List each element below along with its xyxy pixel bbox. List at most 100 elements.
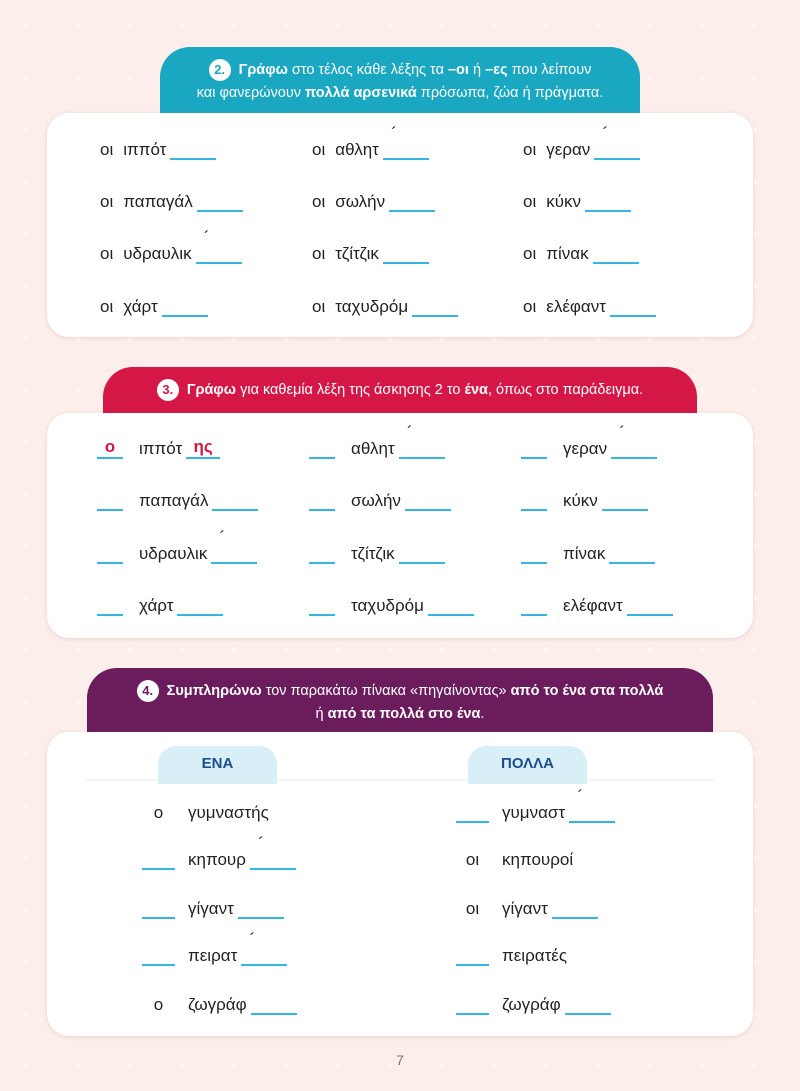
article: οι [312,297,326,316]
ending-blank [398,437,445,459]
article-blank [521,437,547,459]
instruction-text: –ες [485,62,508,78]
article-blank [521,542,547,564]
word: ταχυδρόμ [351,596,424,616]
word-item: οι κηπουροί [456,846,573,870]
article: οι [100,192,114,211]
word: πειρατ ´ [188,930,255,966]
ending-blank [427,594,474,616]
instruction-line: ή από τα πολλά στο ένα. [87,703,713,726]
word-stem: τζίτζικ [335,244,379,263]
word-stem: υδραυλικ [139,544,208,563]
instruction-text: τον παρακάτω πίνακα «πηγαίνοντας» [261,683,511,699]
word: τζίτζικ [351,544,395,564]
instruction-text: που λείπουν [507,62,592,78]
exercise-number: 4. [136,680,159,703]
word-item: πειρατές [456,942,567,966]
article-blank [456,801,489,823]
instruction-text: Γράφω [186,382,237,398]
word: γυμναστής [188,803,269,823]
word-item: κύκν [521,487,648,511]
article-blank [456,944,489,966]
article: ο [153,995,164,1014]
word-item: οι γίγαντ [456,895,598,919]
accent-mark: ´ [203,228,210,247]
word: γεραν ´ [563,423,625,459]
instruction-line: 3. Γράφω για καθεμία λέξη της άσκησης 2 τ… [103,379,697,402]
word-item: οι υδραυλικ ´ [100,228,242,264]
article-blank [456,993,489,1015]
word-stem: ταχυδρόμ [351,596,424,615]
word-stem: υδραυλικ [123,244,192,263]
word: ταχυδρόμ [335,297,408,317]
word-item: γεραν ´ [521,423,658,459]
ending-blank [626,594,673,616]
ending-blank [382,138,429,160]
word: παπαγάλ [123,192,192,212]
article-blank [309,542,335,564]
instruction-line: 2. Γράφω στο τέλος κάθε λέξης τα –οι ή –ε… [160,59,640,82]
word: τζίτζικ [335,244,379,264]
word-item: υδραυλικ ´ [97,528,258,564]
instruction-line: 4. Συμπληρώνω τον παρακάτω πίνακα «πηγαίν… [87,680,713,703]
word: γυμναστ ´ [502,787,583,823]
word-item: οι αθλητ ´ [312,124,429,160]
instruction-line: και φανερώνουν πολλά αρσενικά πρόσωπα, ζ… [160,82,640,105]
word-stem: πίνακ [546,244,589,263]
ending-blank [551,897,598,919]
word-item: ο ιππότ ης [97,435,221,459]
word-stem: γυμναστής [188,803,269,822]
word-item: οι κύκν [523,188,632,212]
page-number: 7 [396,1052,404,1068]
article: οι [312,192,326,211]
article: οι [465,899,480,918]
ending-blank [237,897,284,919]
ending-blank [609,542,656,564]
article-blank [142,944,175,966]
instruction-text: πολλά αρσενικά [305,85,417,101]
word-item: οι ιππότ [100,136,217,160]
word-stem: πίνακ [563,544,606,563]
word-item: πειρατ ´ [142,930,288,966]
instruction-text: και φανερώνουν [196,85,306,101]
word: κηπουρ ´ [188,834,264,870]
article-blank [309,437,335,459]
word-stem: γίγαντ [188,899,234,918]
article-blank [309,594,335,616]
word-stem: γίγαντ [502,899,548,918]
word: γεραν ´ [546,124,608,160]
word: χάρτ [139,596,173,616]
word: υδραυλικ ´ [139,528,225,564]
word-stem: χάρτ [139,596,174,615]
word-item: οι ελέφαντ [523,293,656,317]
ending-blank [382,242,429,264]
ending-blank [195,242,242,264]
word-item: οι παπαγάλ [100,188,243,212]
word: πίνακ [563,544,605,564]
instruction-text: . [480,706,485,722]
accent-mark: ´ [219,528,226,547]
word: παπαγάλ [139,491,208,511]
word-stem: γυμναστ [502,803,566,822]
exercise-number: 3. [156,379,179,402]
instruction-text: πρόσωπα, ζώα ή πράγματα. [416,85,604,101]
word: κύκν [563,491,598,511]
table-rule [85,779,715,782]
word-stem: σωλήν [351,491,401,510]
article: οι [100,140,114,159]
word-stem: ζωγράφ [188,995,247,1014]
word-item: αθλητ ´ [309,423,445,459]
column-header: ΕΝΑ [158,746,277,784]
ending-blank [594,138,641,160]
word-stem: πειρατές [502,946,568,965]
article-blank [142,897,175,919]
ending-blank [250,993,297,1015]
word-stem: αθλητ [351,439,395,458]
word-item: παπαγάλ [97,487,259,511]
ending-blank [196,190,243,212]
article-blank [97,489,123,511]
word: χάρτ [123,297,157,317]
accent-mark: ´ [619,423,626,442]
word: κηπουροί [502,850,573,870]
word-stem: παπαγάλ [139,491,209,510]
